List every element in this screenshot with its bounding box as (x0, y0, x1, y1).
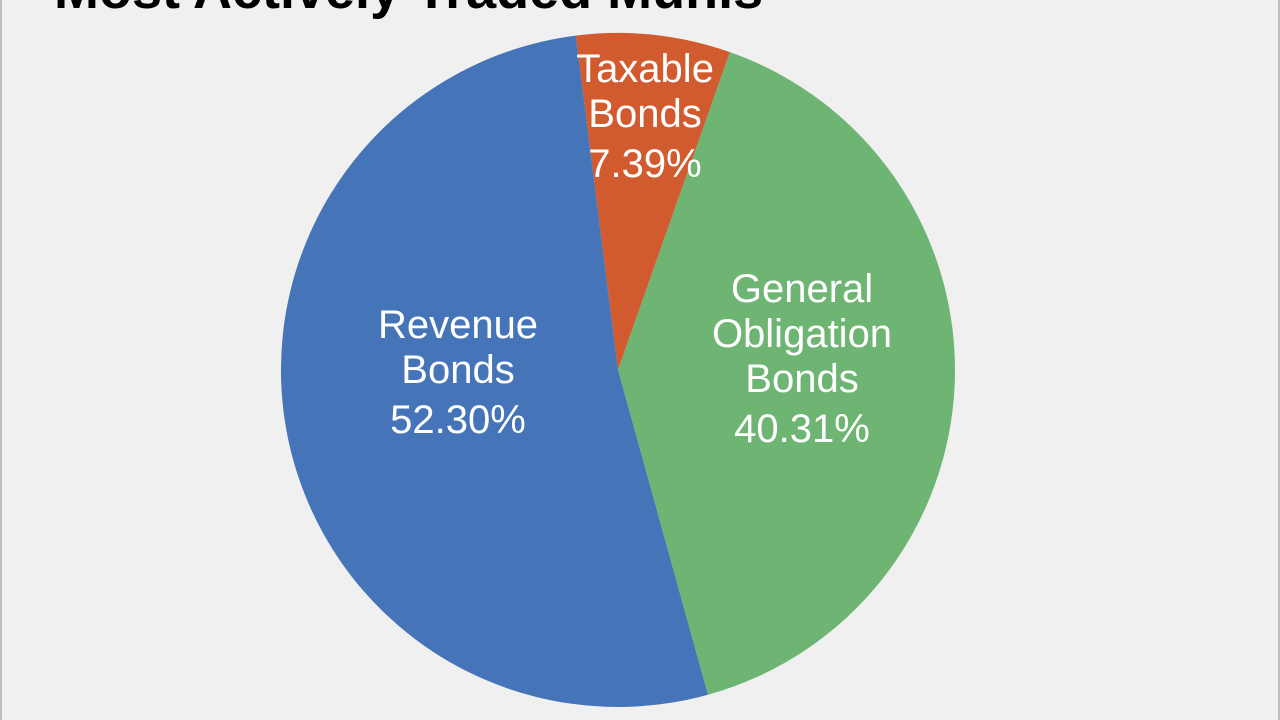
slice-label-revenue-bonds: Revenue (378, 303, 538, 347)
pie-slice-revenue-bonds (280, 35, 708, 708)
slice-label-taxable-bonds: Bonds (588, 92, 701, 136)
slice-value-taxable-bonds: 7.39% (588, 142, 701, 186)
left-border (0, 0, 2, 720)
slice-value-general-obligation-bonds: 40.31% (734, 407, 870, 451)
slice-label-general-obligation-bonds: Bonds (745, 357, 858, 401)
right-border (1278, 0, 1280, 720)
slice-label-general-obligation-bonds: Obligation (712, 312, 892, 356)
pie-slice-general-obligation-bonds (618, 52, 955, 695)
slice-value-revenue-bonds: 52.30% (390, 398, 526, 442)
slice-label-general-obligation-bonds: General (731, 267, 873, 311)
slice-label-taxable-bonds: Taxable (576, 47, 714, 91)
pie-slice-taxable-bonds (575, 33, 730, 370)
chart-title: Most Actively Traded Munis (54, 0, 763, 17)
slice-label-revenue-bonds: Bonds (401, 348, 514, 392)
